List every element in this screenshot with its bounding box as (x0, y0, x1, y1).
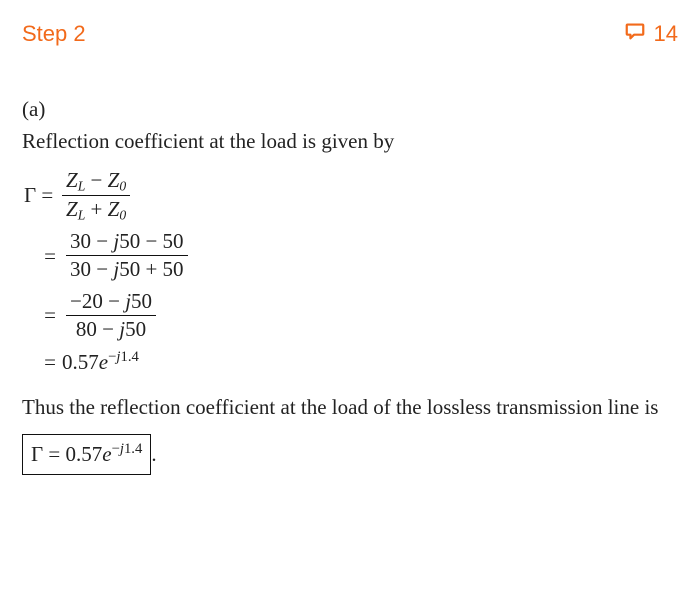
eq3-denominator: 80 − j50 (72, 316, 150, 343)
page-container: Step 2 14 (a) Reflection coefficient at … (0, 0, 700, 491)
step-header-row: Step 2 14 (22, 16, 678, 48)
eq-lead-1: Γ = (24, 180, 56, 210)
final-answer-row: Γ = 0.57e−j1.4 . (22, 430, 678, 475)
equation-line-4: = 0.57e−j1.4 (24, 347, 678, 378)
conclusion-line: Thus the reflection coefficient at the l… (22, 392, 678, 422)
comment-button[interactable]: 14 (624, 20, 678, 48)
eq3-numerator: −20 − j50 (66, 288, 156, 316)
eq2-numerator: 30 − j50 − 50 (66, 228, 188, 256)
equation-block: Γ = ZL − Z0 ZL + Z0 = 30 − j50 − 50 30 −… (24, 167, 678, 378)
part-a-label: (a) (22, 94, 678, 124)
fraction-2: 30 − j50 − 50 30 − j50 + 50 (66, 228, 188, 284)
eq1-denominator: ZL + Z0 (62, 196, 130, 224)
comment-count: 14 (654, 21, 678, 47)
comment-icon (624, 20, 646, 48)
fraction-3: −20 − j50 80 − j50 (66, 288, 156, 344)
eq-lead-2: = (24, 241, 60, 271)
final-answer-box: Γ = 0.57e−j1.4 (22, 434, 151, 475)
eq4-value: 0.57e−j1.4 (62, 347, 139, 378)
eq1-numerator: ZL − Z0 (62, 167, 130, 196)
equation-line-2: = 30 − j50 − 50 30 − j50 + 50 (24, 228, 678, 284)
eq-lead-3: = (24, 300, 60, 330)
solution-body: (a) Reflection coefficient at the load i… (22, 94, 678, 475)
fraction-1: ZL − Z0 ZL + Z0 (62, 167, 130, 224)
trailing-period: . (151, 442, 156, 466)
eq-lead-4: = (24, 347, 60, 377)
equation-line-1: Γ = ZL − Z0 ZL + Z0 (24, 167, 678, 224)
eq2-denominator: 30 − j50 + 50 (66, 256, 188, 283)
equation-line-3: = −20 − j50 80 − j50 (24, 288, 678, 344)
step-label: Step 2 (22, 21, 86, 47)
intro-line: Reflection coefficient at the load is gi… (22, 126, 678, 156)
